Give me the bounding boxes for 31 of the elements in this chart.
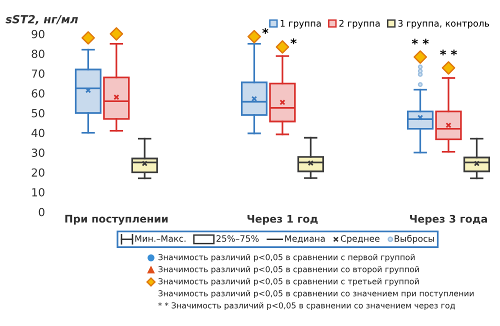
text: Медиана [285,235,325,243]
text: * * Значимость различий p<0,05 в сравнении со значением через год [158,302,456,310]
legend-label: 3 группа, контроль [398,20,490,28]
y-tick-label: 70 [32,69,44,78]
data-label: * * [412,38,429,45]
x-tick-label: При поступлении [65,214,168,225]
text: Мин.–Макс. [135,235,186,242]
y-tick-label: 40 [32,128,44,138]
y-tick-label: 10 [32,188,44,196]
y-tick-label: 0 [38,208,44,216]
y-tick-label: 30 [32,148,44,157]
y-tick-label: 90 [32,30,44,38]
text: Значимость различий p<0,05 в сравнении со значением при поступлении [158,290,474,298]
x-tick-label: Через 3 года [410,214,487,225]
y-tick-label: 80 [32,50,44,58]
text: Среднее [340,235,380,244]
y-axis-title: sST2, нг/мл [6,14,78,25]
text: Выбросы [394,234,434,244]
data-label: * * [440,50,457,56]
text: Значимость различий p<0,05 в сравнении с первой группой [158,254,415,262]
x-tick-label: Через 1 год [248,215,318,225]
text: Значимость различий p<0,05 в сравнении со второй группой [158,266,419,274]
data-label: * [290,38,297,44]
legend-label: 2 группа [339,20,380,28]
legend-label: 1 группа [280,20,321,28]
text: 25%–75% [216,235,259,242]
y-tick-label: 20 [32,168,44,177]
y-tick-label: 60 [32,89,44,98]
data-label: * [262,28,268,34]
y-tick-label: 50 [32,108,44,118]
text: Значимость различий p<0,05 в сравнении с третьей группой [158,278,419,286]
